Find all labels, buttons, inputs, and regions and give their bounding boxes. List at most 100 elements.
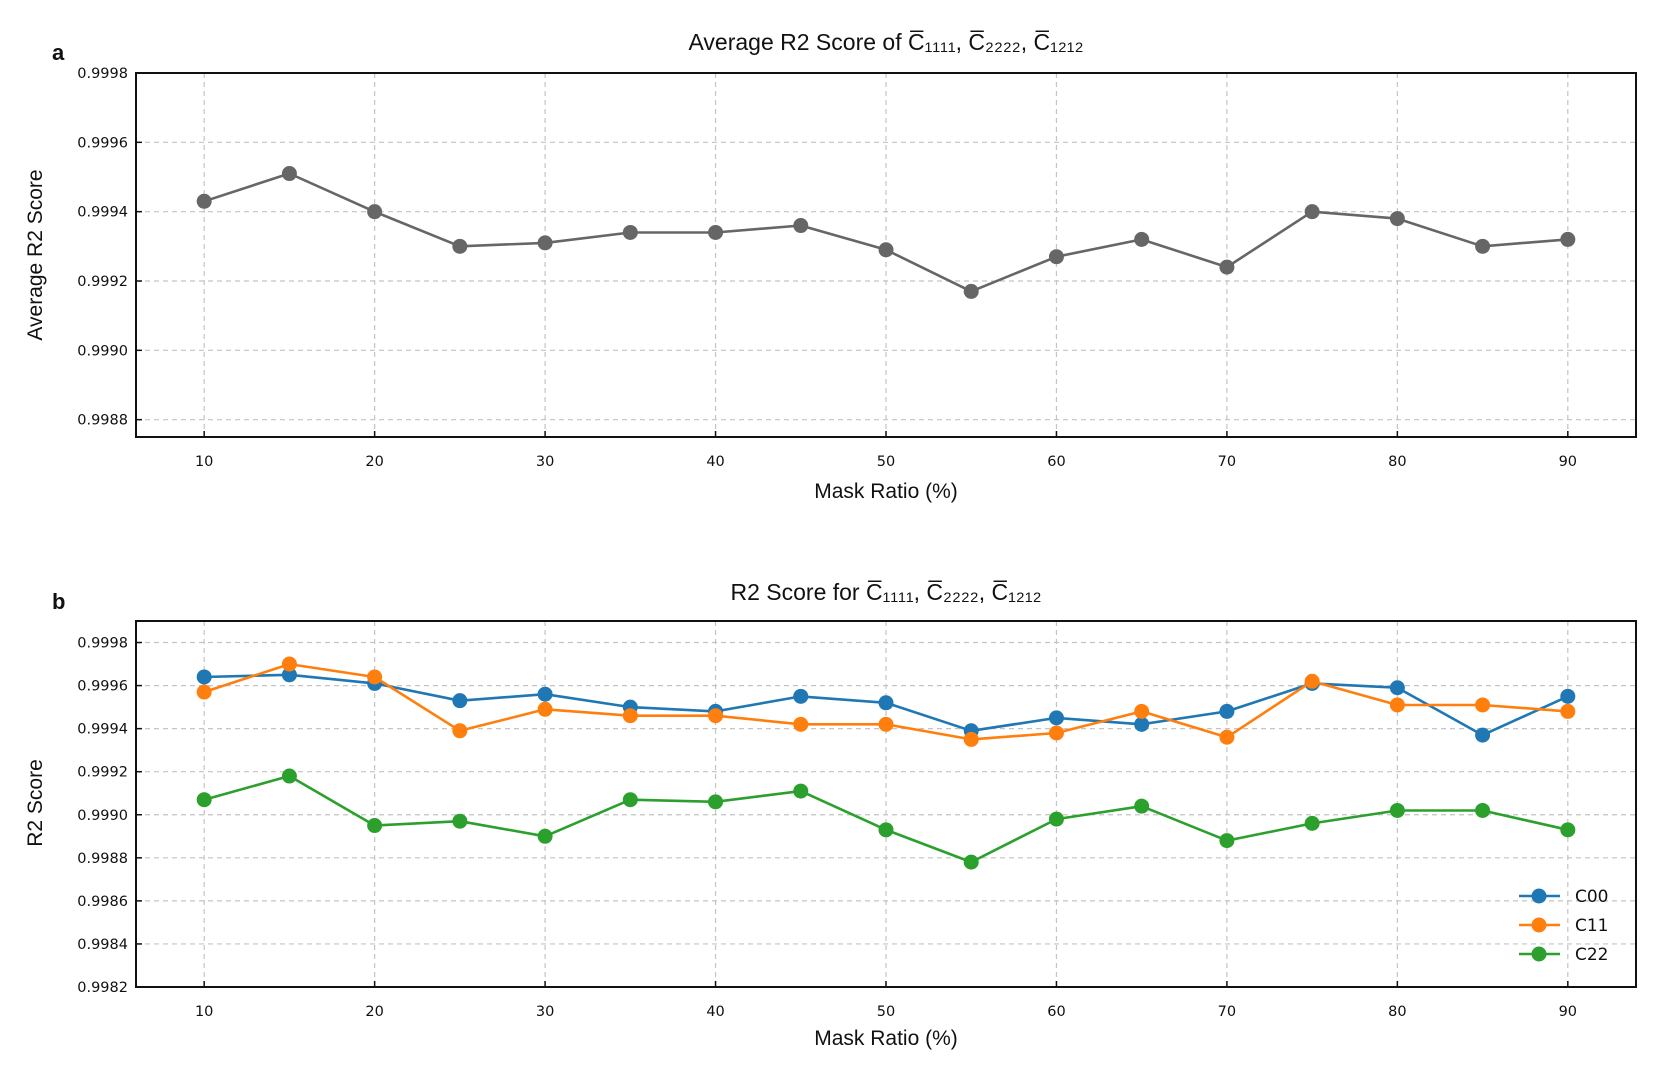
x-tick-label-30: 30 [536, 1004, 554, 1020]
data-point-c22-55 [963, 854, 979, 870]
data-point-c00-45 [793, 688, 809, 704]
data-point-c11-60 [1048, 725, 1064, 741]
data-point-c22-40 [708, 794, 724, 810]
data-point-c22-10 [196, 792, 212, 808]
data-point-c11-50 [878, 716, 894, 732]
x-tick-label-30: 30 [536, 454, 554, 470]
data-point-average-50 [878, 242, 894, 258]
x-tick-label-70: 70 [1218, 1004, 1236, 1020]
data-point-c22-20 [367, 818, 383, 834]
data-point-average-15 [281, 166, 297, 182]
panel-b-title: R2 Score for C̅₁₁₁₁, C̅₂₂₂₂, C̅₁₂₁₂ [730, 579, 1041, 605]
data-point-c00-60 [1048, 710, 1064, 726]
data-point-c22-15 [281, 768, 297, 784]
data-point-c11-80 [1389, 697, 1405, 713]
data-point-c22-65 [1134, 798, 1150, 814]
data-point-c11-35 [622, 708, 638, 724]
data-point-average-35 [622, 224, 638, 240]
data-point-average-45 [793, 218, 809, 234]
data-point-average-80 [1389, 211, 1405, 227]
data-point-c00-90 [1560, 688, 1576, 704]
data-point-c11-40 [708, 708, 724, 724]
data-point-c11-70 [1219, 729, 1235, 745]
data-point-average-75 [1304, 204, 1320, 220]
x-tick-label-10: 10 [195, 1004, 213, 1020]
y-tick-label-4: 0.9996 [77, 135, 128, 151]
legend-entry-c11: C11 [1519, 916, 1609, 936]
y-tick-label-0: 0.9988 [77, 413, 128, 429]
data-point-c22-25 [452, 813, 468, 829]
y-tick-label-8: 0.9998 [77, 636, 128, 652]
panel-a-title: Average R2 Score of C̅₁₁₁₁, C̅₂₂₂₂, C̅₁₂… [689, 29, 1084, 55]
y-tick-label-1: 0.9984 [77, 937, 128, 953]
x-tick-label-80: 80 [1388, 1004, 1406, 1020]
series-average [196, 166, 1576, 299]
panel-b-y-axis-label: R2 Score [24, 759, 47, 847]
data-point-c00-50 [878, 695, 894, 711]
x-tick-label-40: 40 [706, 1004, 724, 1020]
data-point-c11-75 [1304, 673, 1320, 689]
legend-marker-c11 [1531, 917, 1547, 933]
x-tick-label-60: 60 [1047, 1004, 1065, 1020]
panel-b-axes-frame [135, 620, 1637, 988]
y-tick-label-5: 0.9998 [77, 66, 128, 82]
data-point-average-40 [708, 224, 724, 240]
data-point-c22-45 [793, 783, 809, 799]
data-point-average-65 [1134, 231, 1150, 247]
x-tick-label-10: 10 [195, 454, 213, 470]
data-point-c22-85 [1475, 802, 1491, 818]
x-tick-label-50: 50 [877, 1004, 895, 1020]
data-point-c22-30 [537, 828, 553, 844]
y-tick-label-2: 0.9986 [77, 894, 128, 910]
data-point-average-10 [196, 193, 212, 209]
data-point-c00-30 [537, 686, 553, 702]
panel-b-series [196, 656, 1576, 870]
x-tick-label-40: 40 [706, 454, 724, 470]
panel-a-y-ticks: 0.9988 0.9990 0.9992 0.9994 0.9996 0.9998 [77, 66, 142, 429]
data-point-c22-70 [1219, 833, 1235, 849]
data-point-c00-15 [281, 667, 297, 683]
data-point-average-60 [1048, 249, 1064, 265]
data-point-c22-80 [1389, 802, 1405, 818]
y-tick-label-6: 0.9994 [77, 722, 128, 738]
series-c11 [196, 656, 1576, 747]
data-point-average-30 [537, 235, 553, 251]
data-point-c11-45 [793, 716, 809, 732]
x-tick-label-90: 90 [1559, 1004, 1577, 1020]
y-tick-label-2: 0.9992 [77, 274, 128, 290]
x-tick-label-50: 50 [877, 454, 895, 470]
data-point-c00-85 [1475, 727, 1491, 743]
panel-a-chart: a Average R2 Score of C̅₁₁₁₁, C̅₂₂₂₂, C̅… [24, 29, 1637, 503]
data-point-c11-30 [537, 701, 553, 717]
data-point-c00-25 [452, 693, 468, 709]
data-point-c11-65 [1134, 703, 1150, 719]
panel-a-label: a [52, 40, 65, 65]
x-tick-label-20: 20 [365, 454, 383, 470]
data-point-average-55 [963, 283, 979, 299]
y-tick-label-3: 0.9994 [77, 205, 128, 221]
data-point-average-25 [452, 238, 468, 254]
panel-b-y-ticks: 0.9982 0.9984 0.9986 0.9988 0.9990 0.9992 0.99… [77, 636, 142, 996]
data-point-c00-10 [196, 669, 212, 685]
data-point-c11-25 [452, 723, 468, 739]
data-point-c11-15 [281, 656, 297, 672]
panel-a-y-axis-label: Average R2 Score [24, 169, 47, 340]
legend-marker-c00 [1531, 888, 1547, 904]
panel-a-x-ticks: 10 20 30 40 50 60 70 80 90 [195, 431, 1577, 470]
series-c22 [196, 768, 1576, 870]
x-tick-label-70: 70 [1218, 454, 1236, 470]
data-point-c11-55 [963, 731, 979, 747]
legend-entry-c00: C00 [1519, 887, 1609, 907]
data-point-c11-10 [196, 684, 212, 700]
data-point-average-70 [1219, 259, 1235, 275]
panel-b-x-axis-label: Mask Ratio (%) [814, 1027, 958, 1050]
panel-b-label: b [52, 589, 65, 614]
legend: C00 C11 C22 [1519, 887, 1609, 965]
y-tick-label-7: 0.9996 [77, 679, 128, 695]
series-c00 [196, 667, 1576, 743]
legend-label-c00: C00 [1575, 887, 1609, 907]
y-tick-label-1: 0.9990 [77, 343, 128, 359]
data-point-average-20 [367, 204, 383, 220]
data-point-c22-75 [1304, 815, 1320, 831]
